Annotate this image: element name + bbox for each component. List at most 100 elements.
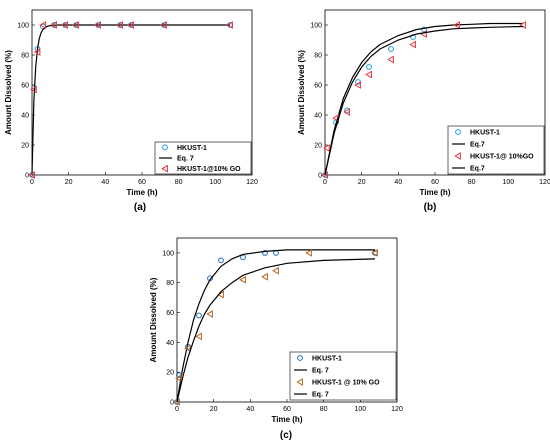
series-2 [324,22,523,176]
y-tick-label: 80 [314,53,322,60]
data-point-triangle [454,152,461,160]
data-point-triangle [354,81,361,89]
series-2 [176,249,375,403]
data-point-triangle [30,85,37,94]
x-tick-label: 40 [394,179,402,186]
fit-line [176,249,375,403]
data-point-triangle [296,378,303,386]
legend-label: HKUST-1@ 10%GO [470,154,534,161]
series-3 [28,21,233,179]
data-point-triangle [239,275,246,284]
data-point-circle [196,312,202,319]
y-tick-label: 80 [21,53,29,60]
y-tick-label: 20 [314,143,322,150]
y-tick-label: 100 [17,23,29,30]
chart-panel-1: 0 20 40 60 80 100 120 0 20 40 60 80 100 Time (h) Amoun… [4,9,258,213]
chart-panel-2: 0 20 40 60 80 100 120 0 20 40 60 80 100 Time (h) Amoun… [297,9,550,213]
y-tick-label: 80 [166,280,174,287]
fit-line [176,258,376,403]
panel-label: (a) [134,202,146,213]
legend-label: HKUST-1 [177,145,207,152]
y-tick-label: 60 [166,310,174,317]
data-point-triangle [305,249,312,257]
data-point-triangle [72,21,79,29]
x-tick-label: 60 [283,406,291,413]
data-point-triangle [343,108,350,116]
x-tick-label: 120 [539,179,550,186]
x-axis-label: Time (h) [127,188,158,197]
x-tick-label: 100 [354,406,366,413]
data-point-triangle [116,21,123,29]
legend-label: Eq.7 [470,142,485,149]
data-point-triangle [206,310,213,318]
x-tick-label: 60 [138,179,146,186]
y-tick-label: 40 [314,113,322,120]
data-point-triangle [50,21,57,29]
x-tick-label: 20 [65,179,73,186]
x-tick-label: 100 [209,179,221,186]
x-tick-label: 80 [175,179,183,186]
legend-label: HKUST-1 @ 10% GO [312,380,380,387]
data-point-triangle [387,55,394,64]
data-point-triangle [195,332,202,341]
data-point-triangle [161,164,168,173]
series-4 [176,258,376,403]
data-point-triangle [272,266,279,275]
fit-line [324,22,523,176]
data-point-triangle [33,48,41,56]
legend-label: Eq. 7 [312,392,329,399]
data-point-triangle [217,290,224,299]
data-point-triangle [323,144,330,152]
legend: HKUST-1 Eq.7 HKUST-1@ 10%GO Eq.7 [447,125,545,175]
data-point-triangle [371,249,378,257]
x-tick-label: 40 [246,406,254,413]
fit-line [324,25,524,176]
data-point-circle [218,257,224,264]
x-tick-label: 0 [30,179,34,186]
data-point-triangle [175,374,182,383]
panel-label: (c) [280,430,292,441]
y-tick-label: 0 [170,400,174,407]
data-point-triangle [160,21,167,29]
y-tick-label: 60 [21,83,29,90]
data-point-circle [162,144,168,151]
data-point-circle [366,64,372,70]
data-point-triangle [453,21,460,29]
y-tick-label: 20 [21,143,29,150]
y-tick-label: 60 [314,83,322,90]
x-tick-label: 20 [358,179,366,186]
data-point-triangle [61,21,68,29]
series-4 [324,25,524,176]
x-tick-label: 20 [210,406,218,413]
legend-label: Eq. 7 [177,156,194,163]
x-tick-label: 120 [246,179,258,186]
y-tick-label: 100 [162,250,174,257]
legend-label: HKUST-1 [312,356,342,363]
x-tick-label: 100 [502,179,514,186]
x-tick-label: 40 [101,179,109,186]
legend-label: HKUST-1 [470,130,500,137]
data-point-triangle [94,21,101,29]
data-point-triangle [261,272,268,281]
y-tick-label: 0 [318,173,322,180]
data-point-circle [262,250,268,256]
y-axis-label: Amount Dissolved (%) [4,50,13,135]
data-point-circle [388,46,394,52]
chart-panel-3: 0 20 40 60 80 100 120 0 20 40 60 80 100 Time (h) Amoun… [149,237,403,441]
x-tick-label: 80 [320,406,328,413]
data-point-triangle [28,171,35,179]
legend-label: HKUST-1@10% GO [177,166,241,173]
x-tick-label: 80 [468,179,476,186]
data-point-circle [297,355,303,361]
x-axis-label: Time (h) [420,188,451,197]
data-point-triangle [127,21,134,29]
data-point-triangle [226,21,233,29]
data-point-triangle [409,40,416,49]
y-axis-label: Amount Dissolved (%) [149,277,158,362]
legend-label: Eq.7 [470,166,485,173]
x-tick-label: 0 [323,179,327,186]
y-axis-label: Amount Dissolved (%) [297,50,306,135]
legend-label: Eq. 7 [312,368,329,375]
data-point-triangle [365,70,372,79]
